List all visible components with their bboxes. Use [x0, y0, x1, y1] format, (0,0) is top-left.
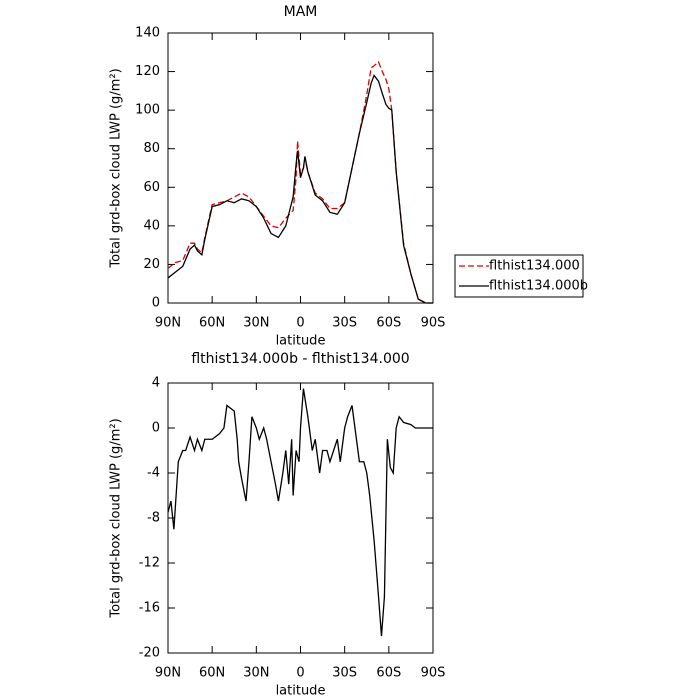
data-line	[167, 388, 433, 637]
y-tick-label: 4	[152, 376, 160, 391]
plot-frame	[167, 32, 434, 304]
x-tick-label: 30N	[243, 666, 269, 681]
y-tick-label: 100	[135, 103, 160, 118]
y-tick-label: 20	[143, 257, 160, 272]
data-line	[167, 60, 433, 304]
x-axis-label: latitude	[276, 684, 326, 699]
x-tick-label: 30S	[332, 316, 357, 331]
x-tick-label: 0	[296, 316, 304, 331]
x-tick-label: 90N	[155, 666, 181, 681]
x-tick-label: 60N	[199, 316, 225, 331]
y-axis-label: Total grd-box cloud LWP (g/m²)	[109, 68, 124, 268]
y-tick-label: -20	[139, 646, 160, 661]
y-tick-label: -4	[147, 466, 160, 481]
x-tick-label: 60S	[376, 316, 401, 331]
y-axis-label: Total grd-box cloud LWP (g/m²)	[109, 418, 124, 618]
legend-box	[454, 254, 584, 298]
x-tick-label: 60N	[199, 666, 225, 681]
y-tick-label: -12	[139, 556, 160, 571]
x-tick-label: 0	[296, 666, 304, 681]
chart-title: MAM	[284, 4, 318, 20]
x-tick-label: 90N	[155, 316, 181, 331]
y-tick-label: 0	[152, 421, 160, 436]
x-tick-label: 90S	[421, 316, 446, 331]
legend-label: flthist134.000b	[489, 279, 588, 294]
y-tick-label: 60	[143, 180, 160, 195]
y-tick-label: -8	[147, 511, 160, 526]
y-tick-label: 120	[135, 64, 160, 79]
x-tick-label: 30N	[243, 316, 269, 331]
plot-frame	[167, 382, 434, 654]
y-tick-label: 40	[143, 218, 160, 233]
legend-label: flthist134.000	[489, 259, 580, 274]
y-tick-label: -16	[139, 601, 160, 616]
y-tick-label: 140	[135, 26, 160, 41]
x-tick-label: 30S	[332, 666, 357, 681]
data-line	[167, 74, 433, 304]
chart-title: flthist134.000b - flthist134.000	[191, 351, 409, 367]
x-axis-label: latitude	[276, 334, 326, 349]
x-tick-label: 90S	[421, 666, 446, 681]
y-tick-label: 0	[152, 296, 160, 311]
x-tick-label: 60S	[376, 666, 401, 681]
y-tick-label: 80	[143, 141, 160, 156]
